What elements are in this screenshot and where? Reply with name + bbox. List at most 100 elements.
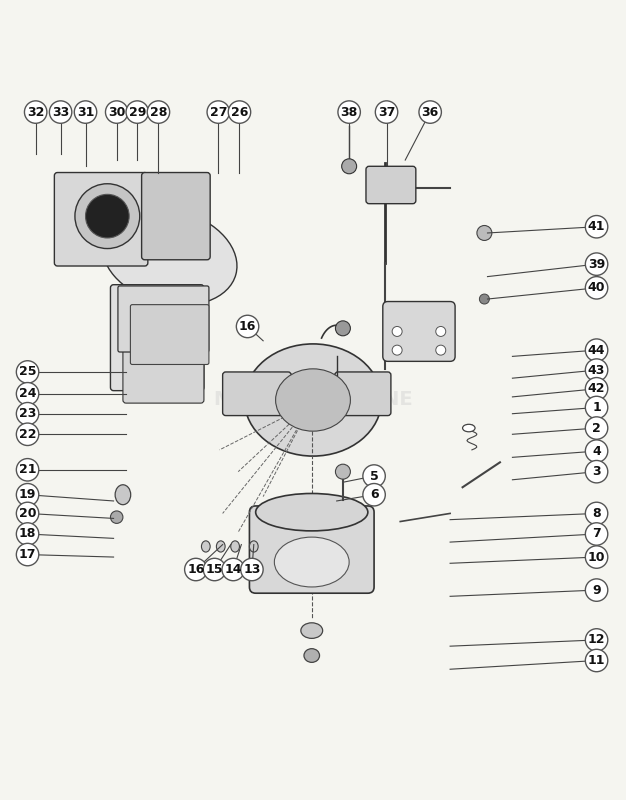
Circle shape [336,464,351,479]
FancyBboxPatch shape [366,166,416,204]
Circle shape [392,326,402,337]
Ellipse shape [202,541,210,552]
Circle shape [480,294,490,304]
Text: 11: 11 [588,654,605,667]
Ellipse shape [249,541,258,552]
Circle shape [336,321,351,336]
Circle shape [585,253,608,275]
Text: 36: 36 [421,106,439,118]
FancyBboxPatch shape [335,372,391,415]
Circle shape [16,402,39,425]
Circle shape [110,511,123,523]
Text: 29: 29 [128,106,146,118]
Circle shape [16,361,39,383]
Circle shape [585,359,608,382]
Circle shape [222,558,244,581]
Circle shape [185,558,207,581]
Text: 26: 26 [231,106,248,118]
Circle shape [342,159,357,174]
Circle shape [338,101,361,123]
Text: 2: 2 [592,422,601,434]
Text: 17: 17 [19,548,36,561]
Text: 8: 8 [592,507,601,520]
Ellipse shape [255,494,368,531]
FancyBboxPatch shape [123,310,204,403]
Text: 42: 42 [588,382,605,395]
Circle shape [436,345,446,355]
Circle shape [16,543,39,566]
Circle shape [585,502,608,525]
Ellipse shape [115,485,131,505]
Circle shape [363,483,385,506]
Ellipse shape [217,541,225,552]
Circle shape [105,101,128,123]
Text: 1: 1 [592,401,601,414]
Circle shape [16,483,39,506]
Circle shape [585,277,608,299]
Circle shape [436,326,446,337]
Text: 16: 16 [187,563,205,576]
FancyBboxPatch shape [223,372,291,415]
Ellipse shape [244,344,382,456]
Circle shape [585,339,608,362]
Circle shape [237,315,259,338]
Ellipse shape [304,649,319,662]
FancyBboxPatch shape [383,302,455,362]
Circle shape [585,579,608,602]
Text: MERCURY MARINE: MERCURY MARINE [213,390,413,410]
Text: 12: 12 [588,634,605,646]
Text: 7: 7 [592,527,601,541]
Circle shape [585,650,608,672]
Ellipse shape [274,537,349,587]
Text: 9: 9 [592,583,601,597]
Circle shape [228,101,250,123]
Circle shape [585,215,608,238]
Text: 19: 19 [19,488,36,502]
Ellipse shape [275,369,351,431]
Circle shape [585,461,608,483]
Circle shape [49,101,72,123]
Circle shape [16,502,39,525]
FancyBboxPatch shape [110,285,204,390]
Text: 24: 24 [19,387,36,400]
Text: 39: 39 [588,258,605,270]
FancyBboxPatch shape [54,173,148,266]
Text: 32: 32 [27,106,44,118]
Circle shape [585,378,608,400]
Text: 33: 33 [52,106,69,118]
Circle shape [74,101,97,123]
Text: 14: 14 [225,563,242,576]
Ellipse shape [102,208,237,305]
Text: 10: 10 [588,550,605,563]
FancyBboxPatch shape [249,506,374,593]
Text: 25: 25 [19,366,36,378]
Text: 28: 28 [150,106,167,118]
Circle shape [585,440,608,462]
Circle shape [147,101,170,123]
Circle shape [207,101,230,123]
Text: 40: 40 [588,282,605,294]
Text: 20: 20 [19,507,36,520]
Text: 27: 27 [210,106,227,118]
Text: 15: 15 [206,563,223,576]
Text: 31: 31 [77,106,94,118]
Text: 30: 30 [108,106,125,118]
Text: 43: 43 [588,363,605,377]
Text: 37: 37 [378,106,395,118]
Circle shape [16,382,39,405]
Text: 4: 4 [592,445,601,458]
Text: 22: 22 [19,428,36,441]
Circle shape [16,522,39,546]
Circle shape [86,194,129,238]
Circle shape [585,522,608,546]
Circle shape [392,345,402,355]
Circle shape [126,101,148,123]
Text: 13: 13 [244,563,260,576]
Text: 6: 6 [370,488,378,502]
Circle shape [203,558,226,581]
Circle shape [585,417,608,439]
Text: 38: 38 [341,106,358,118]
Ellipse shape [231,541,240,552]
Text: 23: 23 [19,407,36,420]
Text: 41: 41 [588,220,605,234]
